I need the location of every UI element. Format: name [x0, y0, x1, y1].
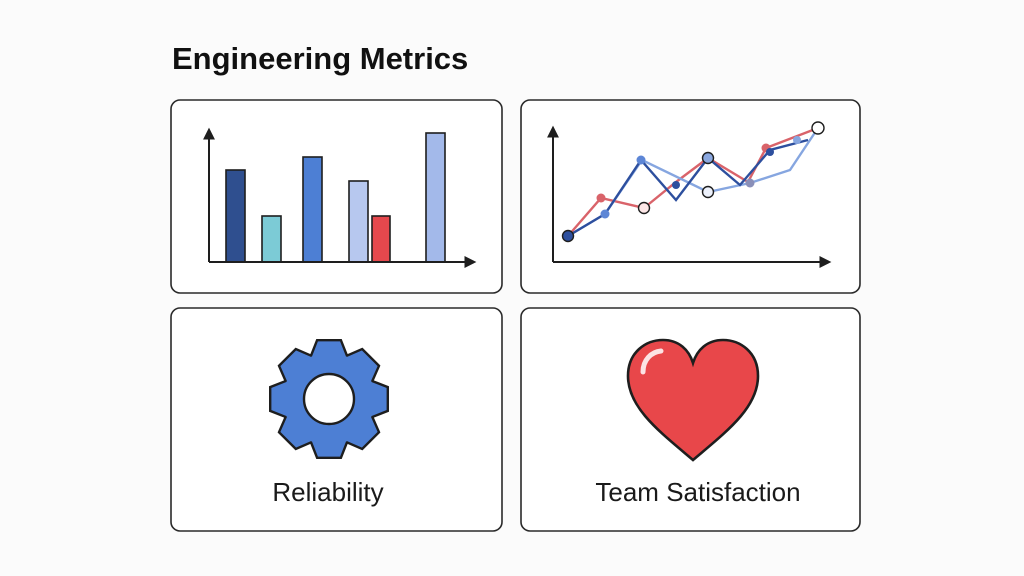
- heart-icon: [626, 338, 760, 462]
- card-label: Reliability: [272, 477, 383, 507]
- line-chart-icon: [561, 121, 825, 243]
- card: [520, 99, 861, 294]
- card: [170, 99, 503, 294]
- bar-chart-icon: [225, 132, 446, 263]
- gear-icon: [269, 339, 389, 459]
- title: Engineering Metrics: [172, 41, 468, 76]
- card-label: Team Satisfaction: [595, 477, 800, 507]
- card: [170, 307, 503, 532]
